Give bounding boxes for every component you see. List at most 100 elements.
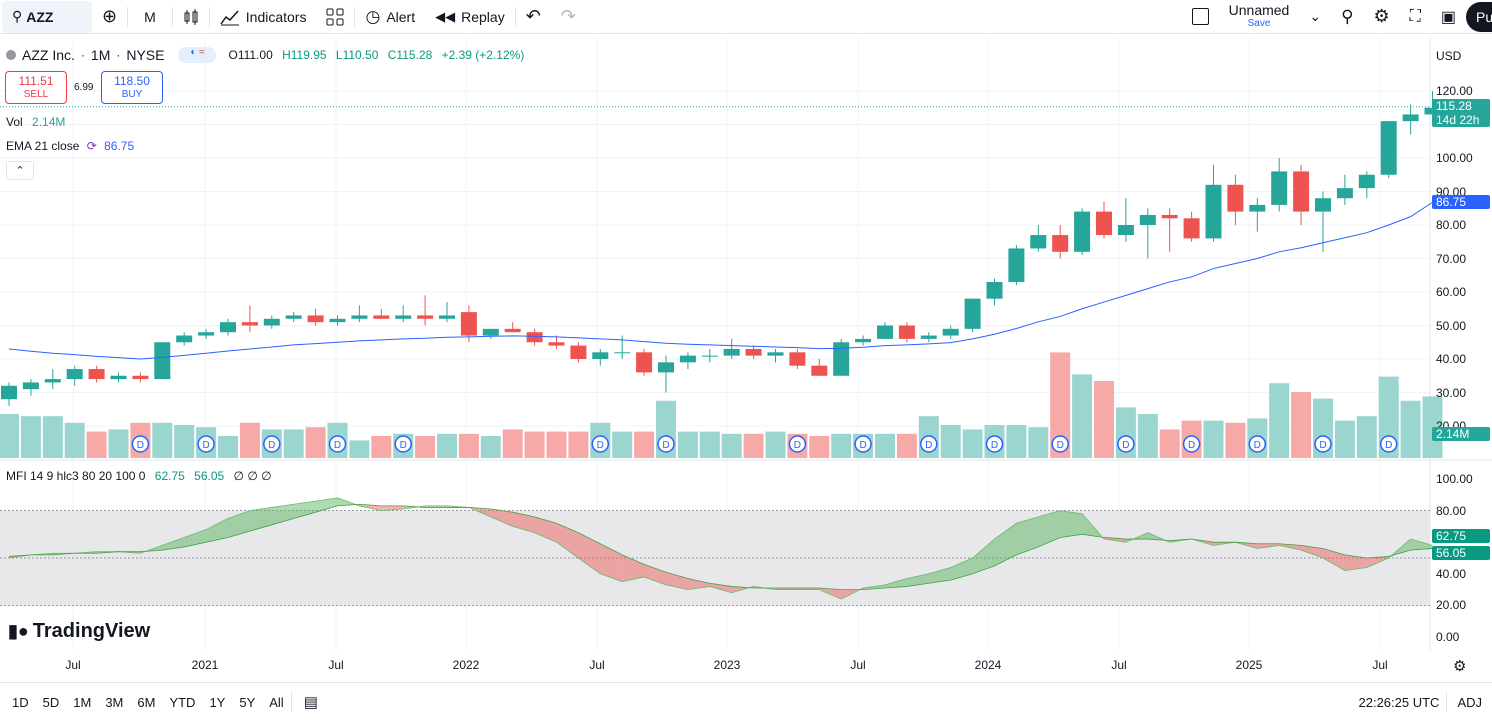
mfi-fill <box>928 567 951 584</box>
candle-body <box>285 315 302 319</box>
mfi-fill <box>972 539 995 574</box>
top-toolbar: ⚲ AZZ ⊕ M Indicators ◷ Alert ◀◀ Replay ↶… <box>0 0 1492 34</box>
time-tick: 2024 <box>974 658 1002 672</box>
legend-interval[interactable]: 1M <box>90 47 111 63</box>
settings-button[interactable]: ⚙ <box>1364 0 1400 34</box>
sell-button[interactable]: 111.51 SELL <box>5 71 67 104</box>
candle-body <box>66 369 83 380</box>
layout-checkbox[interactable] <box>1182 0 1219 34</box>
volume-bar <box>546 431 567 458</box>
volume-bar <box>831 433 852 458</box>
candle-body <box>460 312 477 336</box>
layout-name-button[interactable]: Unnamed Save <box>1219 0 1300 34</box>
clock-label[interactable]: 22:26:25 UTC <box>1358 694 1440 710</box>
mfi-signal-line <box>8 503 1433 590</box>
tradingview-logo[interactable]: ▮● TradingView <box>8 620 150 643</box>
mfi-fill <box>206 518 228 543</box>
dividend-marker <box>1314 435 1332 453</box>
quick-search-button[interactable]: ⚲ <box>1331 0 1363 34</box>
volume-bar <box>152 422 173 458</box>
adj-button[interactable]: ADJ <box>1457 694 1482 710</box>
symbol-search[interactable]: ⚲ AZZ <box>2 0 92 33</box>
layout-dropdown[interactable]: ⌄ <box>1299 0 1331 34</box>
undo-icon: ↶ <box>525 6 541 26</box>
low-value: L110.50 <box>335 48 379 62</box>
goto-date-button[interactable]: ▤ <box>292 693 330 711</box>
volume-bar <box>64 422 85 458</box>
interval-button[interactable]: M <box>144 8 156 25</box>
collapse-legend-button[interactable]: ⌃ <box>6 161 34 180</box>
replay-button[interactable]: ◀◀ Replay <box>425 0 515 34</box>
range-button-5d[interactable]: 5D <box>42 694 60 710</box>
indicators-icon <box>220 10 239 25</box>
candle-body <box>154 342 171 380</box>
volume-bar <box>1400 400 1421 458</box>
gear-icon: ⚙ <box>1453 658 1467 675</box>
currency-label[interactable]: USD <box>1436 49 1462 63</box>
candle-body <box>1271 171 1288 205</box>
volume-bar <box>42 416 63 458</box>
mfi-tick: 80.00 <box>1436 503 1467 518</box>
mfi-tick: 100.00 <box>1436 472 1473 486</box>
dividend-marker-letter: D <box>268 440 275 451</box>
volume-bar <box>896 433 917 458</box>
dot-separator: · <box>80 48 85 62</box>
axis-settings-button[interactable]: ⚙ <box>1453 657 1466 675</box>
volume-bar <box>634 431 655 458</box>
symbol-name[interactable]: AZZ Inc. <box>22 47 75 63</box>
layouts-grid-button[interactable] <box>316 0 354 34</box>
candle-body <box>88 369 105 380</box>
candles-icon <box>184 8 198 25</box>
volume-bar <box>239 422 260 458</box>
volume-bar <box>108 429 129 458</box>
range-button-1m[interactable]: 1M <box>73 694 92 710</box>
volume-legend[interactable]: Vol 2.14M <box>6 115 65 129</box>
candle-body <box>373 315 390 319</box>
candle-body <box>877 325 893 339</box>
candle-body <box>1139 214 1156 225</box>
volume-label: Vol <box>6 115 23 129</box>
volume-bar <box>1225 422 1246 458</box>
buy-button[interactable]: 118.50 BUY <box>101 71 163 104</box>
snapshot-button[interactable]: ▣ <box>1431 0 1466 34</box>
last-price-tag: 115.28 14d 22h <box>1432 99 1490 127</box>
compare-add-button[interactable]: ⊕ <box>92 0 127 34</box>
alert-button[interactable]: ◷ Alert <box>355 0 425 34</box>
mfi-fill <box>228 510 250 538</box>
chart-type-button[interactable] <box>173 0 209 34</box>
candle-body <box>855 338 872 343</box>
grid-icon <box>326 8 344 25</box>
publish-button[interactable]: Pu <box>1466 1 1492 32</box>
mfi-tick: 40.00 <box>1436 566 1467 581</box>
ema-legend[interactable]: EMA 21 close ⟳ 86.75 <box>6 139 134 153</box>
mfi-extra: ∅ ∅ ∅ <box>233 469 272 483</box>
last-price: 115.28 <box>1436 99 1472 113</box>
range-button-5y[interactable]: 5Y <box>239 694 256 710</box>
range-button-ytd[interactable]: YTD <box>169 694 196 710</box>
range-button-3m[interactable]: 3M <box>105 694 124 710</box>
time-tick: 2025 <box>1235 658 1263 672</box>
volume-bar <box>218 436 238 458</box>
square-icon <box>1191 8 1209 25</box>
volume-bar <box>0 414 19 458</box>
divider <box>290 692 292 712</box>
indicators-button[interactable]: Indicators <box>210 0 317 34</box>
undo-button[interactable]: ↶ <box>516 0 551 34</box>
dot-separator: · <box>116 48 121 62</box>
volume-bar <box>875 433 895 458</box>
mfi-legend[interactable]: MFI 14 9 hlc3 80 20 100 0 62.75 56.05 ∅ … <box>6 469 272 483</box>
range-button-1d[interactable]: 1D <box>12 694 29 710</box>
candle-body <box>22 382 39 390</box>
fullscreen-button[interactable]: ⛶ <box>1400 0 1431 34</box>
range-button-6m[interactable]: 6M <box>137 694 156 710</box>
range-button-1y[interactable]: 1Y <box>209 694 226 710</box>
dividend-marker-letter: D <box>925 440 932 451</box>
candle-body <box>1074 211 1091 252</box>
range-button-all[interactable]: All <box>269 694 284 710</box>
camera-icon: ▣ <box>1440 8 1456 26</box>
redo-button[interactable]: ↷ <box>551 0 586 34</box>
volume-bar <box>765 431 786 458</box>
candle-body <box>964 298 981 329</box>
mfi-fill <box>381 505 404 511</box>
